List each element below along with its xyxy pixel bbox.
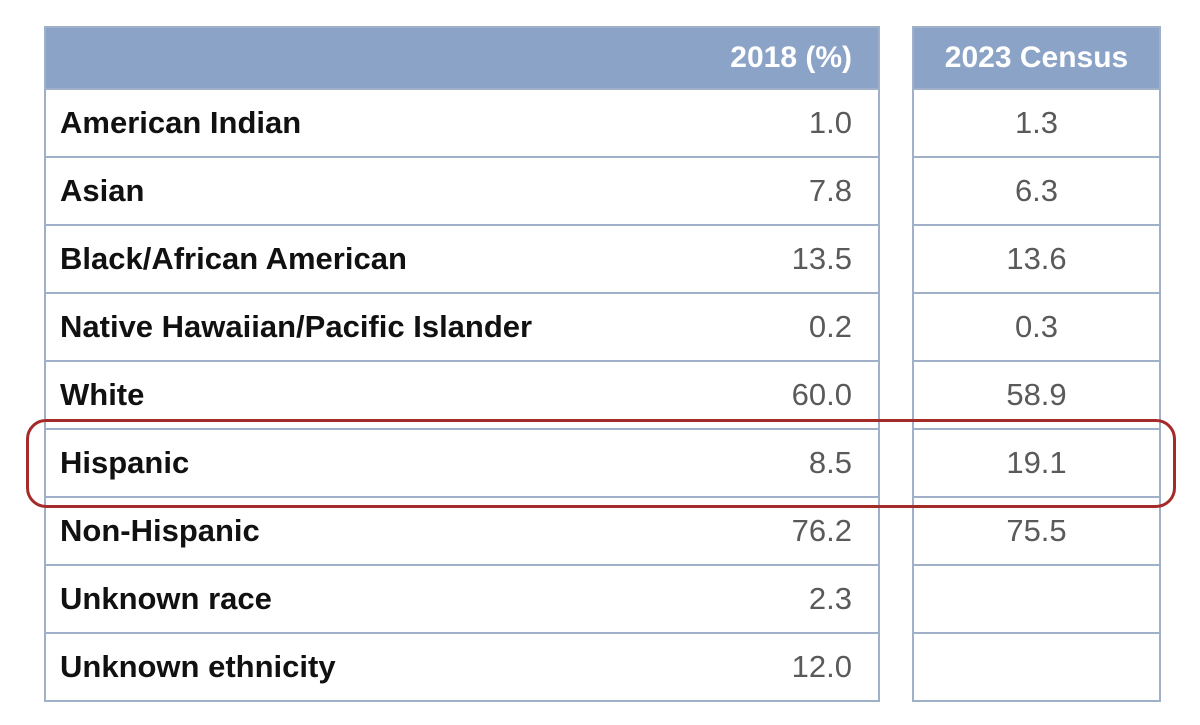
value-2023: 1.3 xyxy=(1014,105,1059,140)
table-row: White 60.0 xyxy=(46,360,878,428)
column-header-2023: 2023 Census xyxy=(914,28,1159,88)
table-row: 75.5 xyxy=(914,496,1159,564)
table-row: 19.1 xyxy=(914,428,1159,496)
value-2018: 0.2 xyxy=(808,309,852,344)
table-row: 1.3 xyxy=(914,88,1159,156)
value-2018: 2.3 xyxy=(808,581,852,616)
value-2018: 12.0 xyxy=(791,649,852,684)
column-header-2018: 2018 (%) xyxy=(46,28,878,88)
value-2023: 19.1 xyxy=(1006,445,1067,480)
row-label: Unknown ethnicity xyxy=(60,649,336,684)
table-row: Black/African American 13.5 xyxy=(46,224,878,292)
row-label: American Indian xyxy=(60,105,302,140)
table-row: Non-Hispanic 76.2 xyxy=(46,496,878,564)
value-2018: 1.0 xyxy=(808,105,852,140)
table-row: Unknown race 2.3 xyxy=(46,564,878,632)
table-row: Hispanic 8.5 xyxy=(46,428,878,496)
row-label: Black/African American xyxy=(60,241,407,276)
table-row: 58.9 xyxy=(914,360,1159,428)
value-2018: 7.8 xyxy=(808,173,852,208)
row-label: Asian xyxy=(60,173,145,208)
table-right: 2023 Census 1.3 6.3 13.6 0.3 58.9 19.1 7… xyxy=(912,26,1161,702)
value-2023: 6.3 xyxy=(1014,173,1059,208)
table-row: American Indian 1.0 xyxy=(46,88,878,156)
row-label: Unknown race xyxy=(60,581,272,616)
table-row: 0.3 xyxy=(914,292,1159,360)
table-row: 13.6 xyxy=(914,224,1159,292)
value-2023: 75.5 xyxy=(1006,513,1067,548)
row-label: Non-Hispanic xyxy=(60,513,260,548)
table-row: Unknown ethnicity 12.0 xyxy=(46,632,878,700)
row-label: Native Hawaiian/Pacific Islander xyxy=(60,309,533,344)
table-row xyxy=(914,564,1159,632)
value-2018: 60.0 xyxy=(791,377,852,412)
table-row: 6.3 xyxy=(914,156,1159,224)
row-label: White xyxy=(60,377,145,412)
value-2018: 13.5 xyxy=(791,241,852,276)
row-label: Hispanic xyxy=(60,445,190,480)
value-2023: 58.9 xyxy=(1006,377,1067,412)
value-2023: 0.3 xyxy=(1014,309,1059,344)
table-row xyxy=(914,632,1159,700)
table-left: 2018 (%) American Indian 1.0 Asian 7.8 B… xyxy=(44,26,880,702)
value-2018: 76.2 xyxy=(791,513,852,548)
table-row: Asian 7.8 xyxy=(46,156,878,224)
value-2023: 13.6 xyxy=(1006,241,1067,276)
table-row: Native Hawaiian/Pacific Islander 0.2 xyxy=(46,292,878,360)
value-2018: 8.5 xyxy=(808,445,852,480)
